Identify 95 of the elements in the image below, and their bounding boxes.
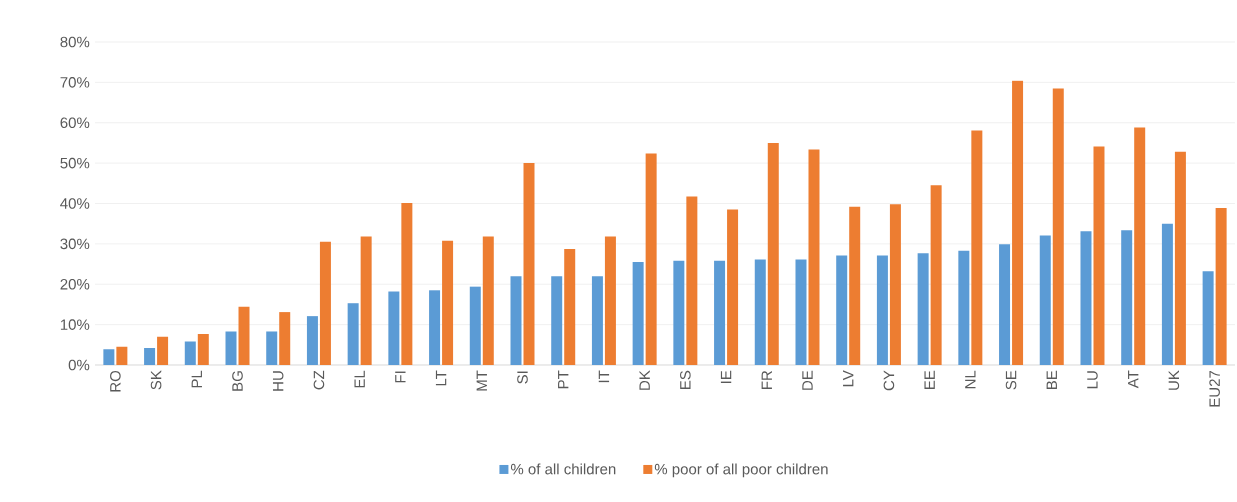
x-tick-label: BE bbox=[1046, 370, 1057, 389]
y-tick-label: 20% bbox=[60, 278, 90, 290]
bar bbox=[849, 206, 861, 365]
x-tick-label: BG bbox=[232, 371, 243, 391]
bar bbox=[632, 262, 644, 365]
bar bbox=[1121, 230, 1133, 365]
bar bbox=[808, 149, 820, 365]
bar bbox=[971, 130, 983, 365]
y-tick-label: 10% bbox=[60, 319, 90, 330]
bar bbox=[429, 290, 441, 365]
bar bbox=[442, 240, 454, 365]
bar bbox=[1039, 235, 1051, 365]
x-tick-label: IT bbox=[598, 370, 610, 383]
x-tick-label: AT bbox=[1128, 370, 1139, 389]
x-tick-label: NL bbox=[965, 370, 976, 389]
bar bbox=[645, 153, 657, 365]
bar bbox=[958, 250, 970, 365]
x-tick-label: EL bbox=[354, 370, 365, 388]
bar bbox=[401, 203, 413, 365]
y-tick-label: 40% bbox=[60, 198, 90, 209]
bar bbox=[482, 236, 494, 365]
x-tick-label: MT bbox=[476, 370, 487, 391]
bar bbox=[1080, 231, 1092, 365]
x-tick-label: FI bbox=[395, 371, 406, 383]
x-tick-label: PT bbox=[558, 370, 569, 389]
bar bbox=[999, 244, 1011, 365]
bar bbox=[238, 306, 250, 365]
bar bbox=[1012, 80, 1024, 365]
bar bbox=[876, 255, 888, 365]
bar bbox=[225, 331, 237, 365]
bar bbox=[157, 336, 169, 365]
y-tick-label: 60% bbox=[60, 117, 90, 129]
bar bbox=[1215, 207, 1227, 365]
x-tick-label: RO bbox=[110, 370, 121, 392]
y-tick-label: 50% bbox=[60, 157, 90, 169]
bar bbox=[1093, 146, 1105, 365]
bar bbox=[388, 291, 400, 365]
y-tick-label: 30% bbox=[60, 238, 90, 250]
bar bbox=[469, 286, 481, 365]
bar bbox=[686, 196, 698, 365]
x-tick-label: HU bbox=[272, 371, 284, 391]
bar bbox=[930, 185, 942, 365]
x-tick-label: SI bbox=[517, 371, 528, 384]
bar bbox=[564, 249, 576, 365]
bar bbox=[767, 142, 779, 365]
bar bbox=[551, 276, 563, 365]
x-tick-label: SE bbox=[1005, 370, 1017, 390]
bar bbox=[347, 303, 359, 365]
bar bbox=[523, 163, 535, 365]
bar bbox=[836, 255, 848, 365]
bar bbox=[714, 260, 726, 365]
bar bbox=[1161, 223, 1173, 365]
bar bbox=[673, 260, 685, 365]
bar bbox=[103, 349, 115, 365]
x-tick-label: IE bbox=[720, 370, 732, 383]
bar bbox=[889, 204, 901, 365]
bar bbox=[184, 341, 196, 365]
bar bbox=[266, 331, 278, 365]
bar bbox=[604, 236, 616, 365]
bar bbox=[727, 209, 739, 365]
x-tick-label: FR bbox=[761, 370, 772, 389]
bar bbox=[510, 276, 522, 365]
x-tick-label: LT bbox=[435, 370, 447, 386]
bar bbox=[754, 259, 766, 365]
legend-label: % poor of all poor children bbox=[654, 463, 828, 478]
bar bbox=[591, 276, 603, 365]
bar bbox=[197, 333, 209, 365]
bar bbox=[795, 259, 807, 365]
x-tick-label: LV bbox=[843, 370, 854, 387]
bar bbox=[1134, 127, 1146, 365]
x-tick-label: LU bbox=[1087, 371, 1098, 389]
legend-label: % of all children bbox=[510, 463, 616, 475]
x-tick-label: SK bbox=[150, 370, 162, 390]
x-tick-label: CZ bbox=[313, 370, 325, 390]
bar bbox=[1174, 151, 1186, 365]
x-tick-label: EU27 bbox=[1209, 370, 1220, 407]
y-tick-label: 0% bbox=[68, 359, 90, 371]
x-tick-label: DK bbox=[639, 370, 650, 390]
bar bbox=[144, 348, 156, 365]
bar bbox=[279, 312, 291, 365]
x-tick-label: DE bbox=[802, 370, 813, 390]
bar bbox=[917, 253, 929, 365]
bar bbox=[1202, 271, 1214, 365]
x-tick-label: UK bbox=[1168, 370, 1180, 390]
bar bbox=[360, 236, 372, 365]
x-tick-label: PL bbox=[191, 370, 202, 388]
x-tick-label: EE bbox=[924, 370, 935, 389]
x-tick-label: ES bbox=[680, 370, 691, 389]
bar bbox=[116, 346, 128, 365]
bar bbox=[319, 241, 331, 365]
bar bbox=[306, 316, 318, 365]
y-tick-label: 80% bbox=[60, 36, 90, 48]
bar bbox=[1052, 88, 1064, 365]
y-tick-label: 70% bbox=[60, 77, 90, 88]
x-tick-label: CY bbox=[883, 370, 895, 391]
